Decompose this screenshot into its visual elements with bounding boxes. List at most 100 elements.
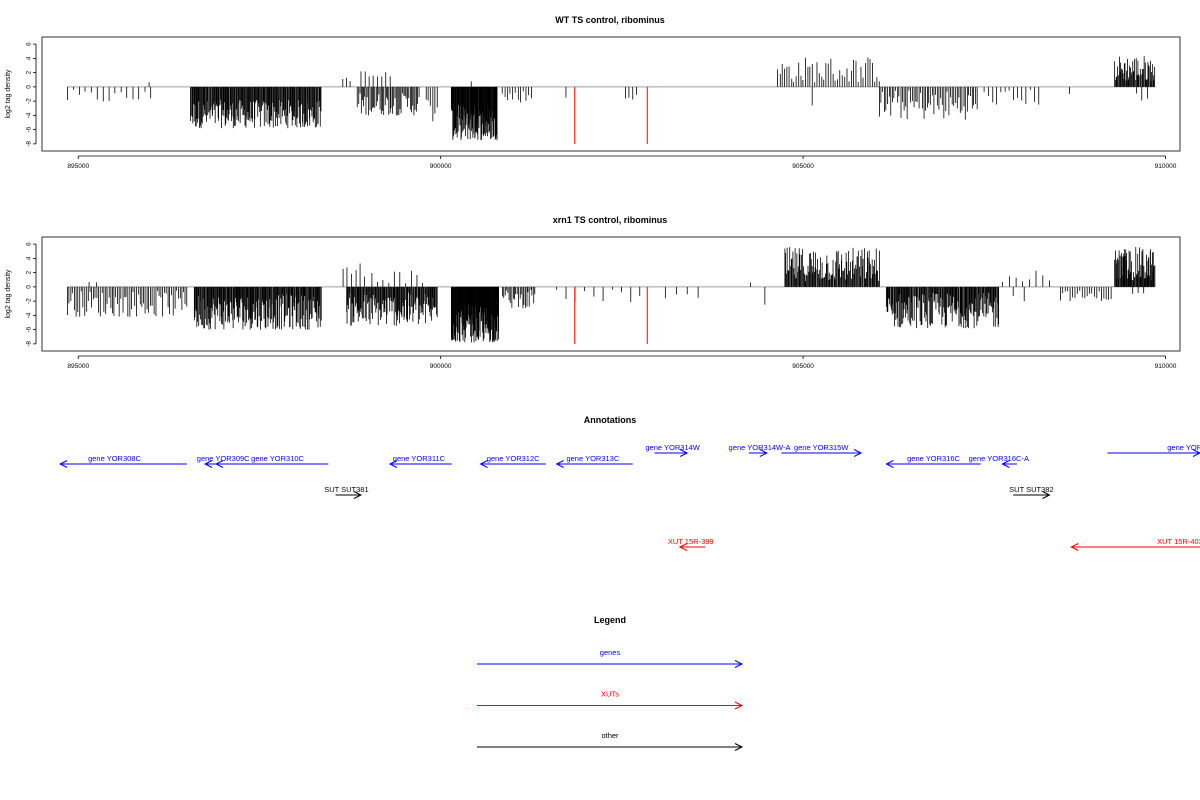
y-tick-label: 0 — [26, 285, 33, 289]
feature-label: gene YOR309C — [197, 454, 250, 463]
chart-title: WT TS control, ribominus — [555, 15, 665, 25]
annotation-feature: gene YOR314W — [645, 443, 701, 457]
y-tick-label: -6 — [26, 326, 33, 332]
legend: Legend genes XUTs other — [477, 615, 744, 751]
legend-label: other — [601, 731, 619, 740]
annotation-feature: gene YOR311C — [388, 454, 452, 468]
feature-arrow-head-icon — [353, 491, 363, 499]
chart-panel-wt: WT TS control, ribominus log2 tag densit… — [5, 15, 1181, 170]
feature-label: gene YOR314W-A — [729, 443, 791, 452]
y-tick-label: 2 — [26, 70, 33, 74]
feature-arrow-head-icon — [214, 460, 224, 468]
feature-label: gene YOR312C — [487, 454, 540, 463]
y-tick-label: 2 — [26, 270, 33, 274]
legend-item: other — [477, 731, 744, 751]
feature-arrow-head-icon — [759, 449, 768, 457]
y-tick-label: 4 — [26, 56, 33, 60]
feature-label: gene YOR315W — [794, 443, 849, 452]
annotation-feature: gene YOR315W — [781, 443, 863, 457]
legend-item: XUTs — [477, 690, 744, 710]
y-tick-label: 6 — [26, 42, 33, 46]
feature-arrow-head-icon — [1042, 491, 1051, 499]
y-tick-label: -8 — [26, 341, 33, 347]
feature-label: SUT SUT382 — [1009, 485, 1053, 494]
annotation-feature: SUT SUT381 — [324, 485, 369, 499]
feature-arrow-head-icon — [479, 460, 488, 468]
x-tick-label: 895000 — [67, 363, 89, 370]
feature-label: gene YOR310C — [251, 454, 304, 463]
feature-arrow-head-icon — [1192, 449, 1200, 457]
y-tick-label: -8 — [26, 141, 33, 147]
annotation-feature: XUT 15R-399 — [668, 537, 714, 551]
feature-label: XUT 15R-403 — [1157, 537, 1200, 546]
feature-label: gene YOR316C-A — [969, 454, 1029, 463]
feature-label: gene YOR317W — [1167, 443, 1200, 452]
feature-label: gene YOR314W — [645, 443, 700, 452]
legend-title: Legend — [594, 615, 626, 625]
annotations-track: Annotations gene YOR308C gene YOR309C gene… — [59, 415, 1200, 551]
x-tick-label: 900000 — [430, 363, 452, 370]
legend-label: XUTs — [601, 690, 619, 699]
feature-arrow-head-icon — [555, 460, 564, 468]
annotation-feature: gene YOR316C — [885, 454, 981, 468]
bars-layer — [67, 56, 1156, 144]
feature-arrow-head-icon — [853, 449, 863, 457]
legend-item: genes — [477, 648, 744, 668]
annotation-feature: gene YOR312C — [479, 454, 546, 468]
annotation-feature: gene YOR309C — [197, 454, 250, 468]
axes-layer: -8 -6 -4 -2 0 2 4 6 895000 900000 905000 910000 — [26, 242, 1177, 370]
chart-panel-xrn1: xrn1 TS control, ribominus log2 tag dens… — [5, 215, 1181, 370]
annotation-feature: gene YOR308C — [59, 454, 187, 468]
annotation-feature: gene YOR316C-A — [969, 454, 1029, 468]
annotation-feature: gene YOR314W-A — [729, 443, 791, 457]
x-tick-label: 905000 — [792, 163, 814, 170]
annotation-feature: gene YOR313C — [555, 454, 633, 468]
y-tick-label: 6 — [26, 242, 33, 246]
annotation-feature: SUT SUT382 — [1009, 485, 1054, 499]
feature-arrow-head-icon — [388, 460, 398, 468]
x-tick-label: 910000 — [1155, 363, 1177, 370]
feature-label: SUT SUT381 — [324, 485, 368, 494]
annotation-feature: gene YOR317W — [1107, 443, 1200, 457]
legend-arrow-head-icon — [734, 660, 744, 668]
annotation-feature: gene YOR310C — [214, 454, 329, 468]
chart-title: xrn1 TS control, ribominus — [553, 215, 668, 225]
y-axis-label: log2 tag density — [5, 269, 12, 319]
bars-layer — [67, 247, 1156, 344]
legend-arrow-head-icon — [734, 743, 744, 751]
feature-arrow-head-icon — [1001, 460, 1010, 468]
plot-frame — [41, 36, 1181, 152]
y-tick-label: -4 — [26, 112, 33, 118]
features-layer: gene YOR308C gene YOR309C gene YOR310C gene… — [59, 443, 1200, 551]
feature-arrow-head-icon — [678, 543, 688, 551]
annotation-feature: XUT 15R-403 — [1070, 537, 1200, 551]
y-tick-label: 0 — [26, 85, 33, 89]
legend-label: genes — [600, 648, 621, 657]
feature-arrow-head-icon — [1070, 543, 1079, 551]
plot-frame — [41, 236, 1181, 352]
feature-arrow-head-icon — [885, 460, 894, 468]
x-tick-label: 895000 — [67, 163, 89, 170]
feature-label: gene YOR308C — [88, 454, 141, 463]
feature-label: gene YOR311C — [393, 454, 446, 463]
y-tick-label: -2 — [26, 298, 33, 304]
feature-label: gene YOR316C — [907, 454, 960, 463]
annotations-title: Annotations — [584, 415, 637, 425]
legend-arrow-head-icon — [734, 701, 744, 710]
y-tick-label: -2 — [26, 98, 33, 104]
legend-items: genes XUTs other — [477, 648, 744, 751]
y-axis-label: log2 tag density — [5, 69, 12, 119]
y-tick-label: -6 — [26, 126, 33, 132]
axes-layer: -8 -6 -4 -2 0 2 4 6 895000 900000 905000 910000 — [26, 42, 1177, 170]
y-tick-label: 4 — [26, 256, 33, 260]
x-tick-label: 910000 — [1155, 163, 1177, 170]
feature-label: XUT 15R-399 — [668, 537, 714, 546]
feature-arrow-head-icon — [203, 460, 213, 468]
feature-arrow-head-icon — [59, 460, 68, 468]
x-tick-label: 905000 — [792, 363, 814, 370]
feature-arrow-head-icon — [679, 449, 689, 457]
x-tick-label: 900000 — [430, 163, 452, 170]
feature-label: gene YOR313C — [566, 454, 619, 463]
y-tick-label: -4 — [26, 312, 33, 318]
